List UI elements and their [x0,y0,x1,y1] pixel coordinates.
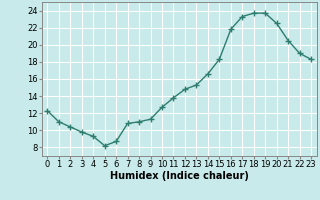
X-axis label: Humidex (Indice chaleur): Humidex (Indice chaleur) [110,171,249,181]
